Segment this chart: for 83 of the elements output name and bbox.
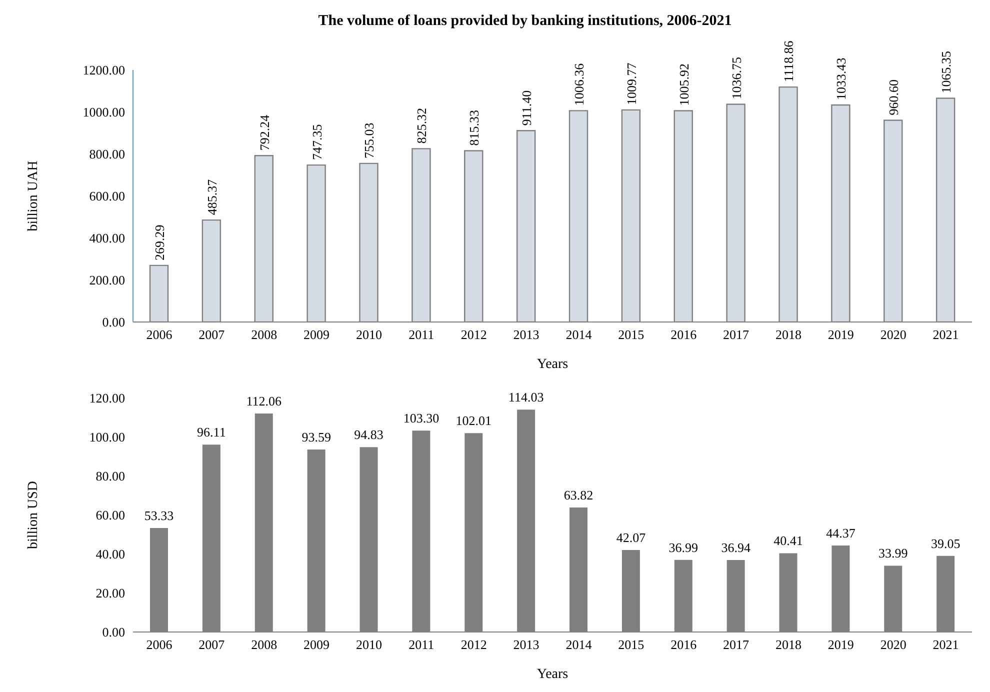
x-tick-label: 2009: [304, 327, 330, 342]
x-tick-label: 2008: [251, 637, 278, 652]
x-tick-label: 2014: [566, 637, 592, 652]
x-tick-label: 2019: [828, 637, 854, 652]
x-tick-label: 2006: [146, 327, 173, 342]
data-label: 1009.77: [624, 62, 639, 105]
data-label: 1006.36: [572, 62, 586, 106]
data-label: 911.40: [519, 90, 534, 126]
data-label: 747.35: [309, 124, 324, 160]
x-tick-label: 2018: [775, 327, 802, 342]
x-tick-label: 2021: [932, 327, 959, 342]
y-tick-label: 120.00: [89, 390, 125, 406]
data-label: 96.11: [197, 424, 226, 440]
x-tick-label: 2007: [198, 637, 226, 652]
x-tick-label: 2015: [618, 637, 644, 652]
data-label: 112.06: [246, 393, 282, 408]
x-tick-label: 2020: [880, 327, 906, 342]
data-label: 44.37: [826, 525, 856, 540]
data-label: 815.33: [466, 110, 482, 146]
x-tick-label: 2009: [304, 637, 330, 652]
x-tick-label: 2017: [723, 327, 750, 342]
x-tick-label: 2017: [723, 637, 750, 652]
y-tick-label: 100.00: [89, 430, 125, 445]
x-tick-label: 2011: [408, 327, 434, 342]
data-label: 825.32: [414, 108, 430, 144]
x-tick-label: 2006: [146, 637, 173, 652]
data-label: 36.94: [721, 540, 751, 555]
data-label: 39.05: [930, 536, 960, 551]
data-label: 94.83: [354, 427, 384, 442]
x-tick-label: 2012: [460, 637, 487, 652]
data-label: 1033.43: [834, 58, 849, 100]
y-tick-label: 0.00: [102, 314, 125, 330]
data-label: 36.99: [668, 540, 698, 555]
x-axis-title: Years: [536, 667, 568, 682]
x-tick-label: 2016: [670, 637, 698, 652]
data-label: 1036.75: [728, 57, 744, 100]
x-tick-label: 2013: [513, 637, 540, 652]
x-tick-label: 2019: [828, 327, 854, 342]
y-tick-label: 80.00: [96, 468, 125, 484]
y-axis-title: billion UAH: [26, 160, 41, 232]
x-tick-label: 2011: [408, 637, 434, 652]
data-label: 269.29: [152, 224, 167, 260]
x-tick-label: 2008: [251, 327, 278, 342]
data-label: 103.30: [403, 410, 440, 426]
chart-title: The volume of loans provided by banking institutions, 2006-2021: [317, 12, 733, 31]
y-tick-label: 400.00: [89, 230, 125, 246]
y-tick-label: 1000.00: [82, 104, 125, 120]
y-tick-label: 0.00: [102, 624, 125, 640]
data-label: 960.60: [886, 80, 902, 116]
data-label: 485.37: [204, 178, 220, 216]
x-tick-label: 2021: [932, 637, 959, 652]
data-label: 33.99: [878, 546, 908, 561]
y-tick-label: 20.00: [96, 586, 125, 601]
x-tick-label: 2014: [566, 327, 592, 342]
x-tick-label: 2007: [198, 327, 226, 342]
x-axis-title: Years: [536, 357, 568, 372]
data-label: 93.59: [302, 430, 331, 444]
y-tick-label: 200.00: [89, 272, 125, 288]
data-label: 63.82: [564, 488, 594, 503]
data-label: 102.01: [456, 413, 492, 428]
x-tick-label: 2010: [356, 327, 382, 342]
data-label: 114.03: [508, 390, 544, 405]
x-tick-label: 2015: [618, 327, 644, 342]
y-tick-label: 40.00: [96, 546, 125, 562]
x-tick-label: 2020: [880, 637, 906, 652]
x-tick-label: 2016: [670, 327, 698, 342]
data-label: 1118.86: [781, 40, 796, 82]
x-tick-label: 2012: [460, 327, 487, 342]
x-tick-label: 2013: [513, 327, 540, 342]
y-tick-label: 600.00: [89, 188, 125, 204]
data-label: 1065.35: [938, 51, 954, 94]
y-axis-title: billion USD: [26, 480, 41, 550]
data-label: 1005.92: [676, 64, 692, 106]
data-label: 40.41: [774, 533, 803, 548]
x-tick-label: 2018: [775, 637, 802, 652]
y-tick-label: 60.00: [96, 508, 125, 523]
data-label: 792.24: [256, 114, 272, 151]
data-label: 755.03: [362, 122, 377, 158]
x-tick-label: 2010: [356, 637, 382, 652]
y-tick-label: 800.00: [89, 146, 125, 162]
y-tick-label: 1200.00: [82, 62, 125, 78]
data-label: 42.07: [616, 530, 646, 545]
data-label: 53.33: [144, 508, 174, 524]
